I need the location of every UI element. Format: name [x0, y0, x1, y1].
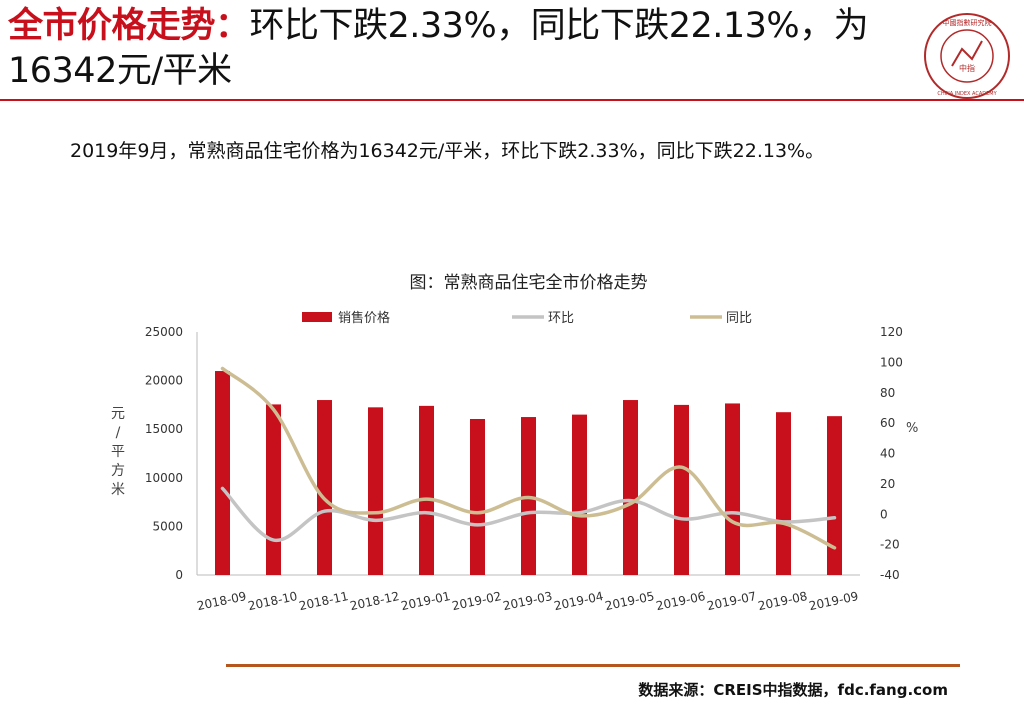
title-accent: 全市价格走势： — [8, 6, 250, 46]
x-tick-label: 2019-08 — [757, 589, 809, 613]
x-tick-label: 2019-01 — [400, 589, 452, 613]
y-left-axis-label-char: 平 — [111, 444, 125, 460]
x-tick-label: 2019-02 — [451, 589, 503, 613]
y-left-axis-label-char: 方 — [111, 463, 125, 479]
point-2-2019-07 — [732, 521, 733, 523]
point-2-2019-08 — [783, 522, 784, 524]
logo-center-text: 中指 — [959, 63, 975, 73]
point-1-2019-01 — [426, 512, 427, 514]
point-2-2019-04 — [579, 515, 580, 517]
y-right-tick-label: 80 — [880, 386, 895, 400]
x-tick-label: 2018-12 — [349, 589, 401, 613]
point-1-2019-06 — [681, 518, 682, 520]
point-1-2019-07 — [732, 512, 733, 514]
logo-english-text: CHINA INDEX ACADEMY — [937, 91, 997, 97]
point-1-2019-04 — [579, 512, 580, 514]
point-2-2019-02 — [477, 512, 478, 514]
y-left-tick-label: 15000 — [145, 422, 183, 436]
y-left-tick-label: 0 — [175, 568, 183, 582]
point-1-2018-12 — [375, 519, 376, 521]
data-source: 数据来源：CREIS中指数据，fdc.fang.com — [638, 681, 948, 699]
footer-divider — [226, 664, 960, 667]
bar-2019-08 — [776, 412, 791, 575]
point-1-2018-11 — [324, 510, 325, 512]
x-tick-label: 2018-10 — [247, 589, 299, 613]
point-1-2019-03 — [528, 512, 529, 514]
legend-swatch-0 — [302, 312, 332, 322]
bar-2018-09 — [215, 371, 230, 575]
point-2-2018-11 — [324, 498, 325, 500]
point-2-2019-05 — [630, 503, 631, 505]
point-2-2019-01 — [426, 498, 427, 500]
point-2-2018-12 — [375, 512, 376, 514]
y-left-tick-label: 20000 — [145, 374, 183, 388]
y-right-tick-label: 60 — [880, 416, 895, 430]
y-right-tick-label: 40 — [880, 447, 895, 461]
x-tick-label: 2019-06 — [655, 589, 707, 613]
x-tick-label: 2019-07 — [706, 589, 758, 613]
y-right-axis-label: % — [906, 421, 918, 436]
x-tick-label: 2018-11 — [298, 589, 350, 613]
bar-2019-02 — [470, 418, 485, 575]
point-1-2018-10 — [273, 539, 274, 541]
point-2-2019-03 — [528, 497, 529, 499]
legend-label-2: 同比 — [726, 311, 752, 326]
title-divider — [0, 99, 1024, 101]
y-left-tick-label: 10000 — [145, 471, 183, 485]
bar-2018-10 — [266, 404, 281, 575]
bar-2019-04 — [572, 414, 587, 575]
bar-2018-12 — [368, 407, 383, 575]
bar-2019-09 — [827, 416, 842, 575]
point-2-2018-10 — [273, 408, 274, 410]
point-1-2019-05 — [630, 500, 631, 502]
title-rest: 环比下跌2.33%，同比下跌22.13%，为16342元/平米 — [8, 6, 869, 91]
y-left-tick-label: 5000 — [152, 519, 183, 533]
bar-2019-07 — [725, 403, 740, 575]
y-right-tick-label: 120 — [880, 325, 903, 339]
y-left-axis-label-char: 元 — [111, 406, 125, 422]
point-1-2019-09 — [834, 517, 835, 519]
y-right-tick-label: -20 — [880, 538, 900, 552]
y-left-axis-label-char: 米 — [111, 482, 125, 498]
logo-ring-text: 中國指數研究院 — [943, 18, 992, 27]
x-tick-label: 2018-09 — [196, 589, 248, 613]
page-title: 全市价格走势：环比下跌2.33%，同比下跌22.13%，为16342元/平米 — [8, 4, 908, 94]
y-right-tick-label: -40 — [880, 568, 900, 582]
y-right-tick-label: 0 — [880, 507, 888, 521]
x-tick-label: 2019-03 — [502, 589, 554, 613]
point-2-2018-09 — [222, 367, 223, 369]
point-2-2019-09 — [834, 547, 835, 549]
bar-2019-06 — [674, 404, 689, 575]
y-right-tick-label: 20 — [880, 477, 895, 491]
x-tick-label: 2019-09 — [808, 589, 860, 613]
x-tick-label: 2019-05 — [604, 589, 656, 613]
point-1-2018-09 — [222, 487, 223, 489]
y-left-axis-label-char: / — [116, 425, 121, 441]
legend-label-0: 销售价格 — [338, 310, 390, 326]
y-left-tick-label: 25000 — [145, 325, 183, 339]
legend-label-1: 环比 — [548, 311, 574, 326]
point-1-2019-02 — [477, 524, 478, 526]
y-right-tick-label: 100 — [880, 355, 903, 369]
summary-text: 2019年9月，常熟商品住宅价格为16342元/平米，环比下跌2.33%，同比下… — [70, 140, 825, 162]
bar-2018-11 — [317, 400, 332, 575]
bar-2019-01 — [419, 405, 434, 575]
point-2-2019-06 — [681, 466, 682, 468]
china-index-academy-logo: 中指 中國指數研究院 CHINA INDEX ACADEMY — [922, 11, 1012, 101]
bar-2019-05 — [623, 400, 638, 575]
x-tick-label: 2019-04 — [553, 589, 605, 613]
chart-title: 图：常熟商品住宅全市价格走势 — [410, 272, 648, 293]
